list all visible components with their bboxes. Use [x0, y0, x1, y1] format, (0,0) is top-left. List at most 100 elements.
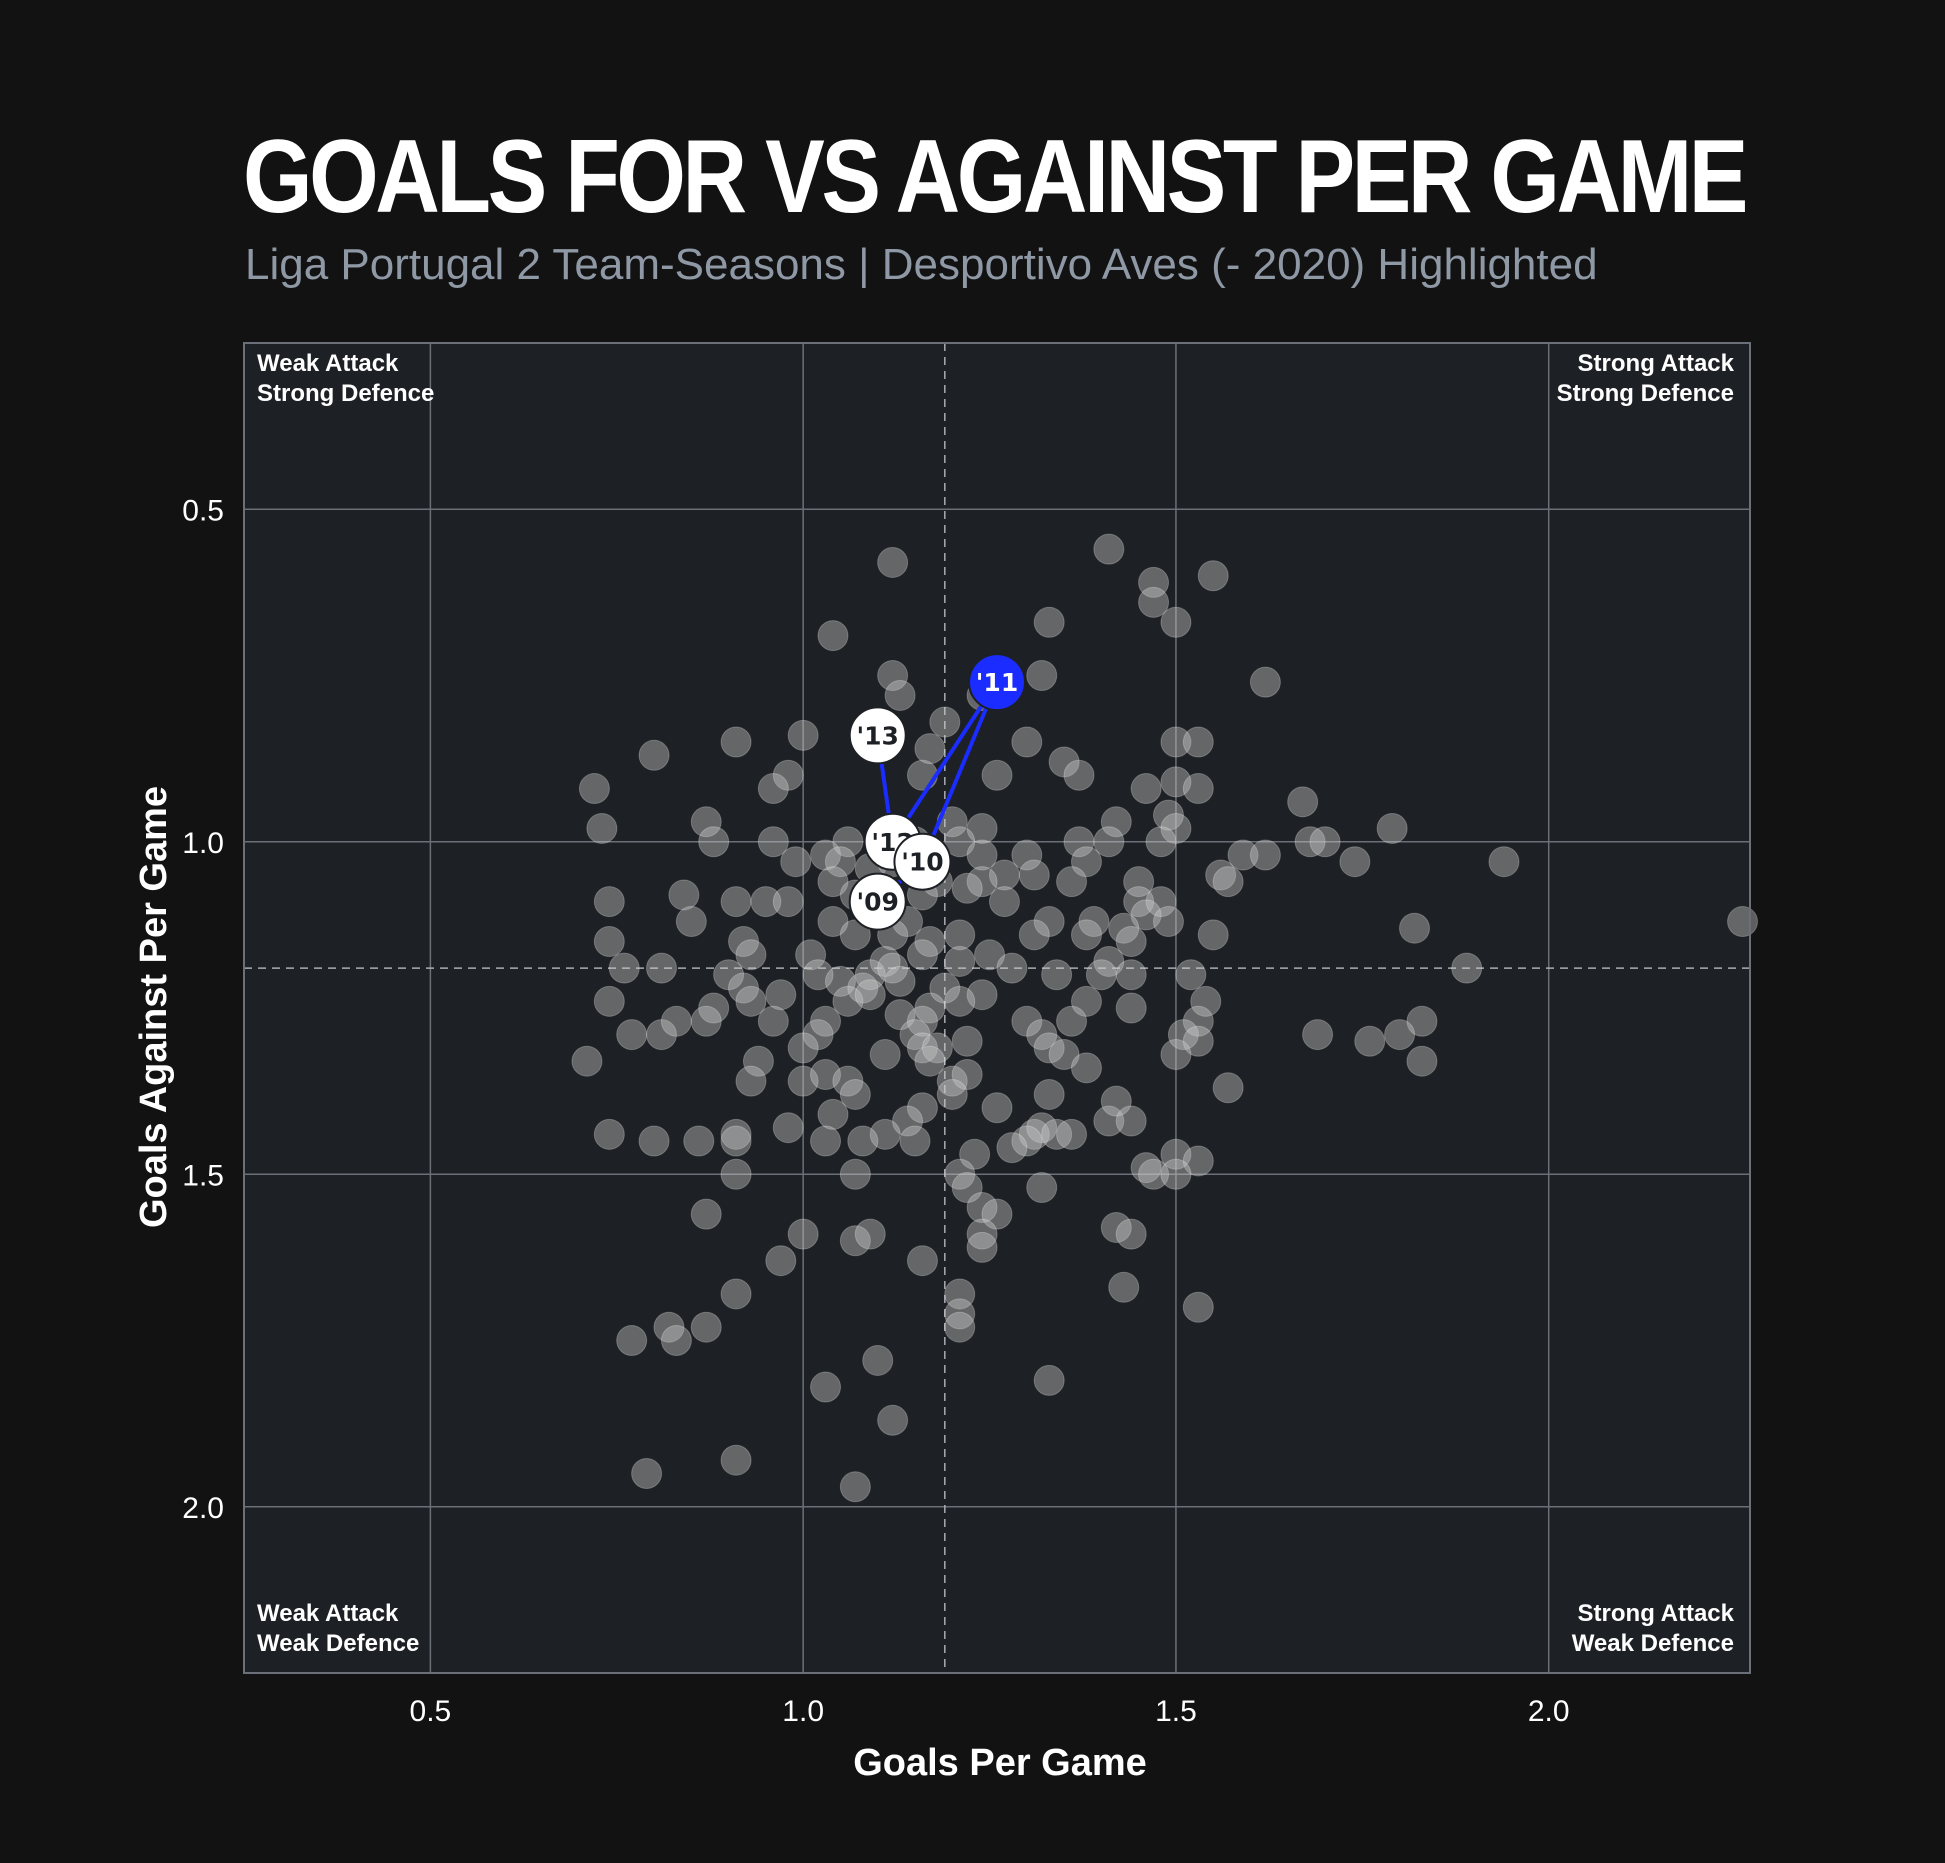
data-point — [735, 1065, 767, 1097]
highlight-point — [893, 832, 952, 891]
data-point — [1085, 959, 1117, 991]
highlight-point-label: '11 — [976, 668, 1018, 697]
data-point — [1160, 1158, 1192, 1190]
data-point — [1488, 846, 1520, 878]
data-point — [720, 1125, 752, 1157]
data-point — [824, 846, 856, 878]
data-point — [914, 992, 946, 1024]
data-point — [996, 1132, 1028, 1164]
data-point — [802, 1019, 834, 1051]
data-point — [981, 1198, 1013, 1230]
x-tick-label: 0.5 — [410, 1695, 452, 1728]
data-point — [750, 886, 782, 918]
data-point — [1115, 1218, 1147, 1250]
data-point — [988, 886, 1020, 918]
data-point — [1033, 906, 1065, 938]
data-point — [720, 1444, 752, 1476]
data-point — [720, 1158, 752, 1190]
data-point — [772, 759, 804, 791]
highlight-connector-line — [890, 681, 999, 843]
y-axis-ticks: 0.5 1.0 1.5 2.0 — [182, 494, 224, 1525]
data-point — [966, 812, 998, 844]
data-point — [1160, 726, 1192, 758]
data-point — [1056, 866, 1088, 898]
data-point — [839, 1078, 871, 1110]
data-point — [690, 1198, 722, 1230]
data-point — [944, 1298, 976, 1330]
data-point — [1048, 1039, 1080, 1071]
data-point — [1026, 1112, 1058, 1144]
data-point — [735, 939, 767, 971]
data-point — [1182, 1005, 1214, 1037]
data-point — [1108, 1271, 1140, 1303]
quadrant-label-top-left: Weak Attack Strong Defence — [257, 350, 435, 407]
chart-title: GOALS FOR VS AGAINST PER GAME — [243, 119, 1748, 235]
data-point — [1197, 560, 1229, 592]
data-point — [884, 999, 916, 1031]
data-point — [1451, 952, 1483, 984]
data-point — [728, 926, 760, 957]
data-point — [1160, 1138, 1192, 1170]
data-point — [936, 1078, 968, 1110]
highlight-point-label: '13 — [856, 721, 898, 750]
data-point — [787, 1218, 819, 1250]
data-point — [765, 979, 797, 1011]
data-point — [787, 1032, 819, 1064]
data-point — [757, 1005, 789, 1037]
data-point — [1056, 1118, 1088, 1150]
data-point — [1100, 806, 1132, 838]
data-point — [698, 992, 730, 1024]
data-point — [877, 546, 909, 578]
data-point — [914, 733, 946, 765]
data-point — [1145, 826, 1177, 858]
data-point — [1249, 666, 1281, 698]
data-point — [951, 872, 983, 904]
data-point — [1182, 726, 1214, 758]
data-point — [959, 1138, 991, 1170]
data-point — [996, 952, 1028, 984]
data-point — [1152, 799, 1184, 831]
data-point — [839, 1471, 871, 1503]
data-point — [772, 1112, 804, 1144]
data-point — [832, 985, 864, 1017]
data-point — [1033, 1078, 1065, 1110]
data-point — [1406, 1005, 1438, 1037]
data-point — [578, 773, 610, 805]
data-point — [869, 945, 901, 977]
data-point — [1160, 1039, 1192, 1071]
data-point — [832, 1065, 864, 1097]
data-point — [1160, 812, 1192, 844]
data-point — [1115, 992, 1147, 1024]
data-point — [616, 1019, 648, 1051]
data-point — [1130, 899, 1162, 931]
data-point — [1182, 773, 1214, 805]
data-point — [1152, 906, 1184, 938]
plot-frame — [243, 342, 1751, 1674]
data-point — [1160, 606, 1192, 638]
quadrant-label-bottom-left: Weak Attack Weak Defence — [257, 1600, 420, 1657]
data-point — [839, 1225, 871, 1257]
data-point — [810, 1125, 842, 1157]
data-point — [1138, 1158, 1170, 1190]
data-point — [869, 1118, 901, 1150]
data-point — [906, 1005, 938, 1037]
data-point — [772, 886, 804, 918]
data-point — [847, 1125, 879, 1157]
data-point — [966, 1231, 998, 1263]
y-tick-label: 2.0 — [182, 1492, 224, 1525]
data-point — [713, 959, 745, 991]
data-point — [646, 1019, 678, 1051]
data-point — [951, 1172, 983, 1204]
x-axis-ticks: 0.5 1.0 1.5 2.0 — [410, 1695, 1570, 1728]
data-point — [944, 985, 976, 1017]
data-point — [1115, 959, 1147, 991]
data-point — [690, 1311, 722, 1343]
data-point — [1033, 1032, 1065, 1064]
data-point — [690, 806, 722, 838]
data-point — [914, 926, 946, 957]
data-point — [742, 1045, 774, 1077]
grid-lines — [244, 343, 1750, 1673]
data-point — [735, 985, 767, 1017]
data-point — [1093, 945, 1125, 977]
data-point — [765, 1245, 797, 1277]
